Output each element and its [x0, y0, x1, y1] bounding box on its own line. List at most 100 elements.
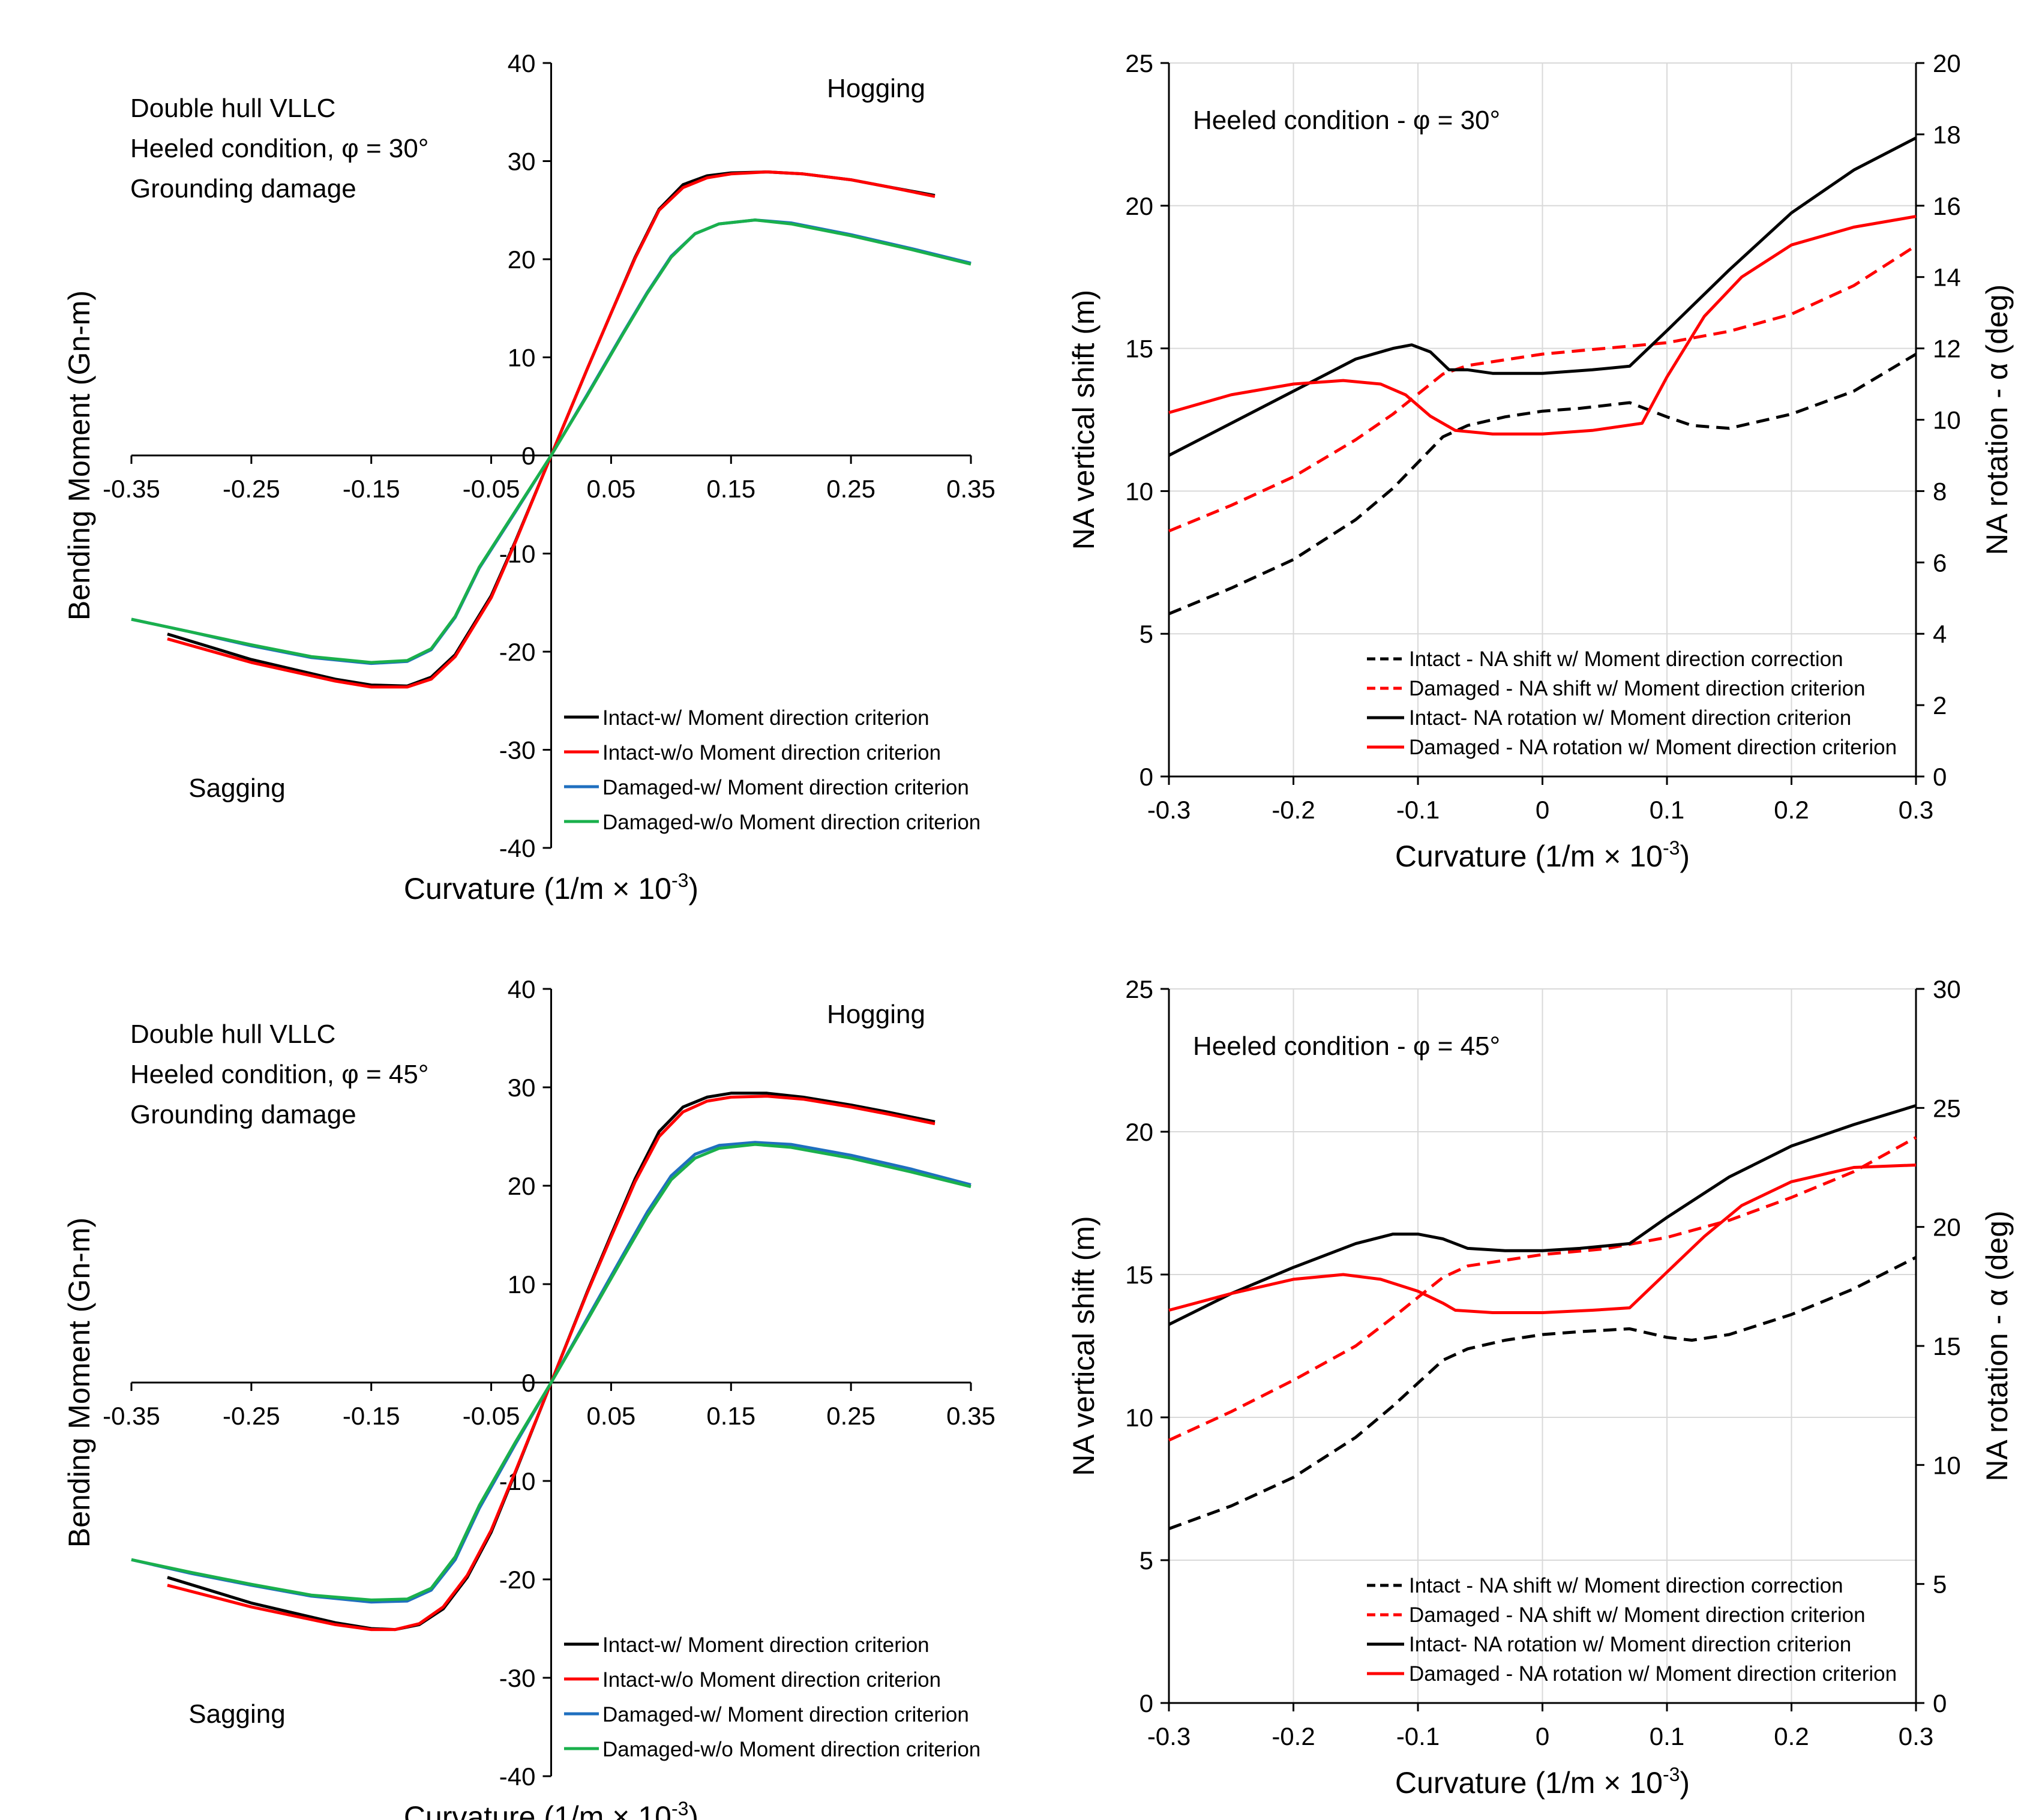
x-tick-label: -0.1 — [1396, 1722, 1440, 1750]
y-tick-label: 0 — [521, 442, 535, 470]
x-tick-label: 0.2 — [1774, 1722, 1809, 1750]
x-tick-label: 0.2 — [1774, 796, 1809, 824]
y-tick-label: -40 — [499, 834, 536, 862]
y2-tick-label: 15 — [1933, 1332, 1961, 1360]
x-tick-label: 0.35 — [946, 1402, 995, 1430]
series-line — [1168, 136, 1917, 457]
y2-tick-label: 12 — [1933, 335, 1961, 363]
moment-chart-1: -0.35 -0.25 -0.15 -0.05 0.05 0.15 0.25 0.35 -40 -… — [62, 49, 995, 905]
y-tick-label: 20 — [1125, 192, 1153, 220]
annotation: Double hull VLLC — [130, 1020, 335, 1049]
y-tick-label: 15 — [1125, 1261, 1153, 1289]
series-line — [131, 218, 971, 664]
x-tick-label: -0.2 — [1272, 796, 1315, 824]
y-axis-label: NA vertical shift (m) — [1067, 1216, 1101, 1476]
hogging-label: Hogging — [827, 1000, 925, 1029]
x-tick-label: 0.1 — [1650, 796, 1684, 824]
y2-axis-label: NA rotation - α (deg) — [1980, 284, 2014, 555]
y2-tick-label: 5 — [1933, 1570, 1947, 1599]
x-tick-label: -0.25 — [223, 475, 280, 503]
legend-label: Damaged-w/ Moment direction criterion — [602, 1703, 969, 1726]
y-tick-label: 30 — [508, 1074, 536, 1102]
legend-label: Damaged-w/ Moment direction criterion — [602, 776, 969, 799]
y-tick-label: 25 — [1125, 975, 1153, 1003]
annotation: Grounding damage — [130, 174, 356, 203]
y-tick-label: 20 — [508, 1172, 536, 1200]
y-tick-label: -20 — [499, 1566, 536, 1594]
y2-tick-label: 18 — [1933, 121, 1961, 149]
x-tick-label: -0.2 — [1272, 1722, 1315, 1750]
x-tick-label: 0.3 — [1899, 1722, 1933, 1750]
y-tick-label: -40 — [499, 1762, 536, 1791]
y-axis-label: NA vertical shift (m) — [1067, 290, 1101, 550]
x-tick-label: -0.15 — [343, 1402, 400, 1430]
x-tick-label: -0.3 — [1147, 796, 1191, 824]
x-tick-label: -0.05 — [463, 475, 520, 503]
series-line — [1168, 352, 1917, 616]
series-line — [131, 1143, 971, 1602]
legend-label: Intact- NA rotation w/ Moment direction … — [1409, 706, 1851, 730]
series-line — [1168, 215, 1917, 436]
y-tick-label: 15 — [1125, 335, 1153, 363]
x-tick-label: -0.25 — [223, 1402, 280, 1430]
y-tick-label: 20 — [1125, 1118, 1153, 1146]
x-tick-label: 0.25 — [826, 475, 875, 503]
x-tick-label: -0.3 — [1147, 1722, 1191, 1750]
series-line — [1168, 1104, 1917, 1326]
y-tick-label: -30 — [499, 1664, 536, 1692]
legend-label: Intact-w/ Moment direction criterion — [602, 1633, 929, 1657]
y2-tick-label: 16 — [1933, 192, 1961, 220]
x-tick-label: -0.15 — [343, 475, 400, 503]
y2-tick-label: 25 — [1933, 1094, 1961, 1122]
x-tick-label: 0.25 — [826, 1402, 875, 1430]
y2-tick-label: 30 — [1933, 975, 1961, 1003]
y-tick-label: 10 — [1125, 477, 1153, 505]
legend-label: Damaged - NA shift w/ Moment direction c… — [1409, 1603, 1866, 1627]
y-tick-label: 0 — [1140, 763, 1153, 791]
x-tick-label: 0.3 — [1899, 796, 1933, 824]
annotation: Double hull VLLC — [130, 94, 335, 123]
y2-tick-label: 10 — [1933, 1451, 1961, 1479]
legend-label: Intact - NA shift w/ Moment direction co… — [1409, 647, 1843, 671]
legend-label: Intact - NA shift w/ Moment direction co… — [1409, 1574, 1843, 1597]
y-tick-label: 10 — [1125, 1404, 1153, 1432]
chart-title: Heeled condition - φ = 30° — [1193, 106, 1500, 135]
y-tick-label: 0 — [521, 1369, 535, 1397]
x-tick-label: 0.15 — [706, 475, 755, 503]
annotation: Heeled condition, φ = 30° — [130, 134, 428, 163]
y2-tick-label: 0 — [1933, 1689, 1947, 1717]
x-tick-label: 0.35 — [946, 475, 995, 503]
y-tick-label: 0 — [1140, 1689, 1153, 1717]
sagging-label: Sagging — [188, 1699, 285, 1729]
series-line — [1168, 1136, 1917, 1442]
x-tick-label: -0.35 — [103, 1402, 160, 1430]
hogging-label: Hogging — [827, 74, 925, 103]
x-axis-label: Curvature (1/m × 10-3) — [1395, 1764, 1690, 1800]
x-tick-label: 0.15 — [706, 1402, 755, 1430]
legend-label: Damaged-w/o Moment direction criterion — [602, 1738, 980, 1761]
moment-chart-2: -0.35 -0.25 -0.15 -0.05 0.05 0.15 0.25 0.35 -40 -… — [62, 975, 995, 1820]
legend-label: Damaged - NA shift w/ Moment direction c… — [1409, 677, 1866, 700]
x-tick-label: 0 — [1536, 1722, 1549, 1750]
chart-title: Heeled condition - φ = 45° — [1193, 1032, 1500, 1061]
y-tick-label: 40 — [508, 975, 536, 1003]
x-tick-label: 0.05 — [587, 1402, 636, 1430]
y-tick-label: -30 — [499, 736, 536, 764]
x-tick-label: 0.1 — [1650, 1722, 1684, 1750]
na-chart-1: -0.3 -0.2 -0.1 0 0.1 0.2 0.3051015202502468101… — [1067, 49, 2014, 873]
y2-tick-label: 20 — [1933, 49, 1961, 77]
series-line — [1168, 1164, 1917, 1314]
x-tick-label: -0.35 — [103, 475, 160, 503]
y2-tick-label: 14 — [1933, 263, 1961, 292]
series-line — [1168, 244, 1917, 533]
y2-tick-label: 2 — [1933, 691, 1947, 719]
series-line — [1168, 1256, 1917, 1530]
x-axis-label: Curvature (1/m × 10-3) — [1395, 837, 1690, 873]
series-line — [167, 170, 935, 689]
legend-label: Damaged - NA rotation w/ Moment directio… — [1409, 1662, 1897, 1686]
legend-label: Damaged - NA rotation w/ Moment directio… — [1409, 736, 1897, 759]
y2-tick-label: 0 — [1933, 763, 1947, 791]
x-tick-label: 0 — [1536, 796, 1549, 824]
y-tick-label: -20 — [499, 638, 536, 666]
